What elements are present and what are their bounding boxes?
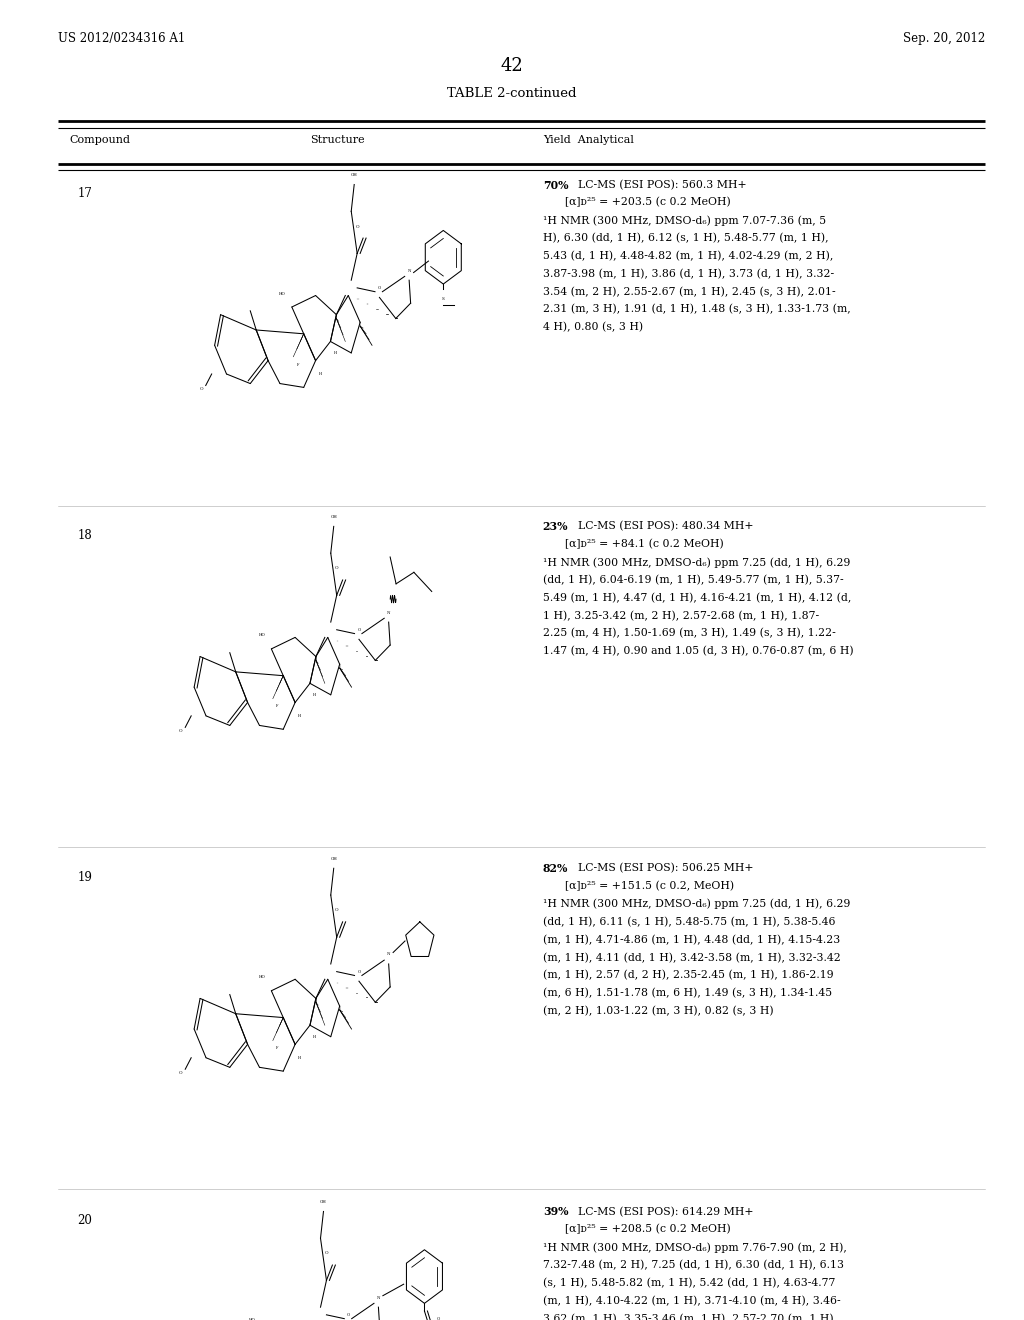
Text: LC-MS (ESI POS): 480.34 MH+: LC-MS (ESI POS): 480.34 MH+: [571, 521, 754, 532]
Text: (m, 6 H), 1.51-1.78 (m, 6 H), 1.49 (s, 3 H), 1.34-1.45: (m, 6 H), 1.51-1.78 (m, 6 H), 1.49 (s, 3…: [543, 989, 831, 998]
Text: 5.43 (d, 1 H), 4.48-4.82 (m, 1 H), 4.02-4.29 (m, 2 H),: 5.43 (d, 1 H), 4.48-4.82 (m, 1 H), 4.02-…: [543, 251, 834, 261]
Text: O: O: [357, 628, 360, 632]
Text: N: N: [377, 1296, 381, 1300]
Text: 2.25 (m, 4 H), 1.50-1.69 (m, 3 H), 1.49 (s, 3 H), 1.22-: 2.25 (m, 4 H), 1.50-1.69 (m, 3 H), 1.49 …: [543, 628, 836, 639]
Text: N: N: [408, 269, 412, 273]
Text: HO: HO: [280, 292, 286, 296]
Text: 17: 17: [78, 187, 92, 201]
Text: F: F: [276, 705, 279, 709]
Text: ¹H NMR (300 MHz, DMSO-d₆) ppm 7.25 (dd, 1 H), 6.29: ¹H NMR (300 MHz, DMSO-d₆) ppm 7.25 (dd, …: [543, 899, 850, 909]
Text: O: O: [335, 566, 339, 570]
Text: O: O: [355, 224, 359, 228]
Text: (m, 1 H), 4.11 (dd, 1 H), 3.42-3.58 (m, 1 H), 3.32-3.42: (m, 1 H), 4.11 (dd, 1 H), 3.42-3.58 (m, …: [543, 953, 841, 962]
Text: N: N: [387, 953, 391, 957]
Text: Structure: Structure: [310, 135, 366, 145]
Text: Yield  Analytical: Yield Analytical: [543, 135, 634, 145]
Text: O: O: [436, 1316, 439, 1320]
Text: O: O: [200, 387, 203, 392]
Text: [α]ᴅ²⁵ = +208.5 (c 0.2 MeOH): [α]ᴅ²⁵ = +208.5 (c 0.2 MeOH): [565, 1225, 731, 1234]
Text: 3.54 (m, 2 H), 2.55-2.67 (m, 1 H), 2.45 (s, 3 H), 2.01-: 3.54 (m, 2 H), 2.55-2.67 (m, 1 H), 2.45 …: [543, 286, 836, 297]
Text: [α]ᴅ²⁵ = +84.1 (c 0.2 MeOH): [α]ᴅ²⁵ = +84.1 (c 0.2 MeOH): [565, 539, 724, 549]
Text: 18: 18: [78, 529, 92, 543]
Text: Sep. 20, 2012: Sep. 20, 2012: [903, 32, 985, 45]
Text: ¹H NMR (300 MHz, DMSO-d₆) ppm 7.76-7.90 (m, 2 H),: ¹H NMR (300 MHz, DMSO-d₆) ppm 7.76-7.90 …: [543, 1242, 847, 1253]
Text: OH: OH: [331, 857, 337, 861]
Text: F: F: [297, 363, 299, 367]
Text: LC-MS (ESI POS): 614.29 MH+: LC-MS (ESI POS): 614.29 MH+: [571, 1206, 754, 1217]
Text: OH: OH: [321, 1200, 327, 1204]
Text: (s, 1 H), 5.48-5.82 (m, 1 H), 5.42 (dd, 1 H), 4.63-4.77: (s, 1 H), 5.48-5.82 (m, 1 H), 5.42 (dd, …: [543, 1278, 836, 1288]
Text: O: O: [179, 1071, 182, 1076]
Text: 1.47 (m, 4 H), 0.90 and 1.05 (d, 3 H), 0.76-0.87 (m, 6 H): 1.47 (m, 4 H), 0.90 and 1.05 (d, 3 H), 0…: [543, 645, 853, 656]
Text: (m, 2 H), 1.03-1.22 (m, 3 H), 0.82 (s, 3 H): (m, 2 H), 1.03-1.22 (m, 3 H), 0.82 (s, 3…: [543, 1006, 773, 1016]
Text: 1 H), 3.25-3.42 (m, 2 H), 2.57-2.68 (m, 1 H), 1.87-: 1 H), 3.25-3.42 (m, 2 H), 2.57-2.68 (m, …: [543, 610, 819, 620]
Text: 20: 20: [78, 1214, 92, 1228]
Text: 2.31 (m, 3 H), 1.91 (d, 1 H), 1.48 (s, 3 H), 1.33-1.73 (m,: 2.31 (m, 3 H), 1.91 (d, 1 H), 1.48 (s, 3…: [543, 304, 851, 314]
Text: 5.49 (m, 1 H), 4.47 (d, 1 H), 4.16-4.21 (m, 1 H), 4.12 (d,: 5.49 (m, 1 H), 4.47 (d, 1 H), 4.16-4.21 …: [543, 593, 851, 603]
Text: HO: HO: [259, 634, 265, 638]
Text: (m, 1 H), 4.10-4.22 (m, 1 H), 3.71-4.10 (m, 4 H), 3.46-: (m, 1 H), 4.10-4.22 (m, 1 H), 3.71-4.10 …: [543, 1296, 841, 1305]
Text: 42: 42: [501, 57, 523, 75]
Text: O: O: [325, 1251, 329, 1255]
Text: (dd, 1 H), 6.11 (s, 1 H), 5.48-5.75 (m, 1 H), 5.38-5.46: (dd, 1 H), 6.11 (s, 1 H), 5.48-5.75 (m, …: [543, 917, 836, 927]
Text: H), 6.30 (dd, 1 H), 6.12 (s, 1 H), 5.48-5.77 (m, 1 H),: H), 6.30 (dd, 1 H), 6.12 (s, 1 H), 5.48-…: [543, 232, 828, 243]
Text: H: H: [298, 1056, 301, 1060]
Text: O: O: [179, 729, 182, 734]
Text: 70%: 70%: [543, 180, 568, 190]
Text: H: H: [298, 714, 301, 718]
Text: 82%: 82%: [543, 863, 568, 874]
Text: (m, 1 H), 4.71-4.86 (m, 1 H), 4.48 (dd, 1 H), 4.15-4.23: (m, 1 H), 4.71-4.86 (m, 1 H), 4.48 (dd, …: [543, 935, 840, 945]
Text: 39%: 39%: [543, 1206, 568, 1217]
Text: 3.87-3.98 (m, 1 H), 3.86 (d, 1 H), 3.73 (d, 1 H), 3.32-: 3.87-3.98 (m, 1 H), 3.86 (d, 1 H), 3.73 …: [543, 268, 834, 279]
Text: O: O: [347, 1313, 350, 1317]
Text: 3.62 (m, 1 H), 3.35-3.46 (m, 1 H), 2.57-2.70 (m, 1 H),: 3.62 (m, 1 H), 3.35-3.46 (m, 1 H), 2.57-…: [543, 1313, 837, 1320]
Text: (m, 1 H), 2.57 (d, 2 H), 2.35-2.45 (m, 1 H), 1.86-2.19: (m, 1 H), 2.57 (d, 2 H), 2.35-2.45 (m, 1…: [543, 970, 834, 981]
Text: S: S: [442, 297, 444, 301]
Text: 4 H), 0.80 (s, 3 H): 4 H), 0.80 (s, 3 H): [543, 322, 643, 333]
Text: ¹H NMR (300 MHz, DMSO-d₆) ppm 7.25 (dd, 1 H), 6.29: ¹H NMR (300 MHz, DMSO-d₆) ppm 7.25 (dd, …: [543, 557, 850, 568]
Text: O: O: [357, 970, 360, 974]
Text: HO: HO: [249, 1319, 255, 1320]
Text: [α]ᴅ²⁵ = +151.5 (c 0.2, MeOH): [α]ᴅ²⁵ = +151.5 (c 0.2, MeOH): [565, 882, 734, 891]
Text: H: H: [334, 351, 337, 355]
Text: US 2012/0234316 A1: US 2012/0234316 A1: [58, 32, 185, 45]
Text: H: H: [318, 372, 322, 376]
Text: 7.32-7.48 (m, 2 H), 7.25 (dd, 1 H), 6.30 (dd, 1 H), 6.13: 7.32-7.48 (m, 2 H), 7.25 (dd, 1 H), 6.30…: [543, 1259, 844, 1270]
Text: H: H: [313, 1035, 316, 1039]
Text: LC-MS (ESI POS): 506.25 MH+: LC-MS (ESI POS): 506.25 MH+: [571, 863, 754, 874]
Text: H: H: [313, 693, 316, 697]
Text: O: O: [378, 286, 381, 290]
Text: OH: OH: [351, 173, 357, 177]
Text: LC-MS (ESI POS): 560.3 MH+: LC-MS (ESI POS): 560.3 MH+: [571, 180, 748, 190]
Text: (dd, 1 H), 6.04-6.19 (m, 1 H), 5.49-5.77 (m, 1 H), 5.37-: (dd, 1 H), 6.04-6.19 (m, 1 H), 5.49-5.77…: [543, 574, 844, 585]
Text: Compound: Compound: [70, 135, 131, 145]
Text: F: F: [276, 1047, 279, 1051]
Text: N: N: [387, 611, 391, 615]
Text: OH: OH: [331, 515, 337, 519]
Text: 19: 19: [78, 871, 92, 884]
Text: ¹H NMR (300 MHz, DMSO-d₆) ppm 7.07-7.36 (m, 5: ¹H NMR (300 MHz, DMSO-d₆) ppm 7.07-7.36 …: [543, 215, 825, 226]
Text: O: O: [335, 908, 339, 912]
Text: HO: HO: [259, 975, 265, 979]
Text: [α]ᴅ²⁵ = +203.5 (c 0.2 MeOH): [α]ᴅ²⁵ = +203.5 (c 0.2 MeOH): [565, 197, 731, 207]
Text: TABLE 2-continued: TABLE 2-continued: [447, 87, 577, 100]
Text: 23%: 23%: [543, 521, 568, 532]
